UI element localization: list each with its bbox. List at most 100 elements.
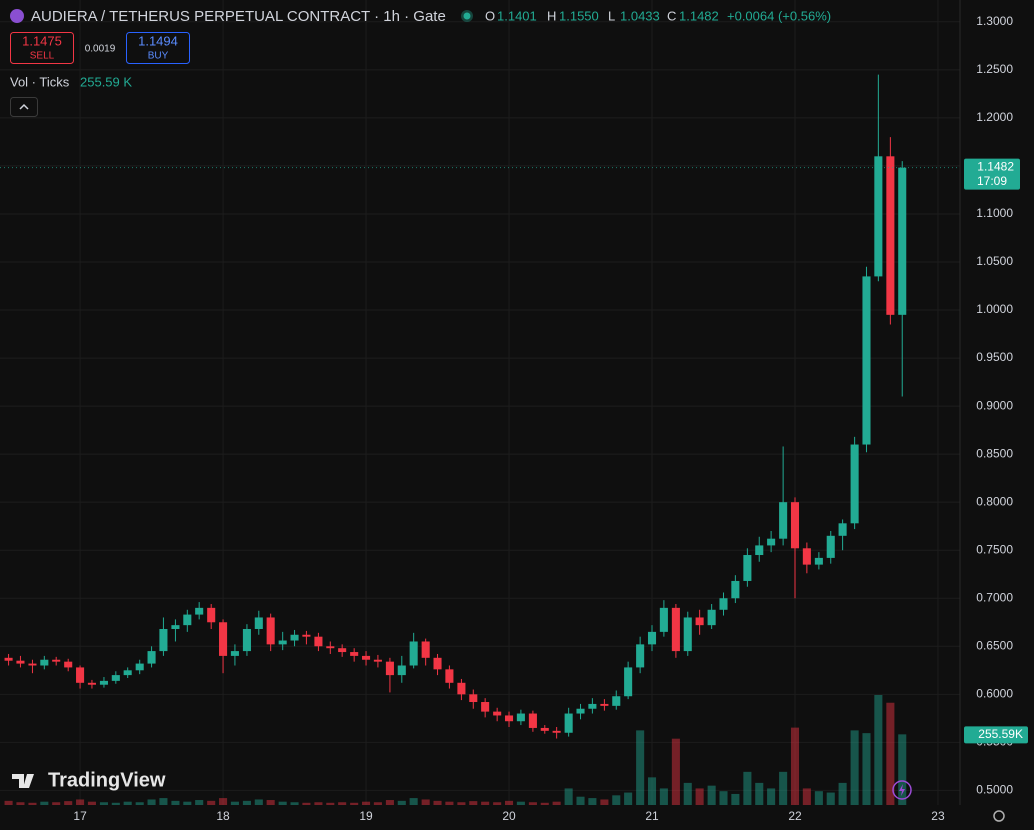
y-tick-label: 0.7500: [976, 542, 1013, 556]
volume-bar: [76, 799, 85, 805]
volume-bar: [421, 799, 430, 805]
candle-body: [171, 625, 180, 629]
volume-bar: [636, 730, 645, 805]
volume-bar: [707, 785, 716, 805]
y-tick-label: 0.8000: [976, 494, 1013, 508]
candle-body: [219, 622, 228, 656]
volume-bar: [195, 800, 204, 805]
x-tick-label: 22: [788, 809, 802, 823]
candle-body: [362, 655, 371, 660]
candle-body: [373, 659, 382, 662]
volume-bar: [898, 734, 907, 805]
volume-bar: [481, 801, 490, 805]
alert-icon: [899, 784, 905, 796]
volume-bar: [326, 802, 335, 805]
candle-body: [755, 545, 764, 556]
volume-tag-label: 255.59K: [978, 727, 1023, 741]
volume-tag: [964, 726, 1028, 744]
x-tick-label: 18: [216, 809, 230, 823]
ohlc-label: O: [485, 8, 495, 23]
ohlc-label: C: [667, 8, 676, 23]
candle-body: [254, 617, 263, 629]
candle-body: [135, 663, 144, 671]
candle-body: [242, 628, 251, 652]
volume-bar: [802, 788, 811, 805]
volume-bar: [230, 801, 239, 805]
candle-body: [111, 675, 120, 681]
volume-bar: [183, 801, 192, 805]
volume-bar: [445, 801, 454, 805]
volume-bar: [290, 802, 299, 805]
candle-body: [28, 663, 37, 666]
volume-bar: [743, 771, 752, 805]
sell-button[interactable]: [10, 32, 74, 64]
x-tick-label: 17: [73, 809, 87, 823]
candle-body: [636, 644, 645, 668]
volume-layer: [4, 695, 907, 805]
status-dot: [463, 12, 471, 20]
volume-bar: [886, 702, 895, 805]
y-tick-label: 0.9000: [976, 398, 1013, 412]
candle-body: [183, 614, 192, 626]
settings-button[interactable]: [993, 810, 1005, 822]
ohlc-label: L: [608, 8, 615, 23]
volume-bar: [731, 793, 740, 805]
volume-bar: [123, 801, 132, 805]
volume-bar: [564, 788, 573, 805]
volume-bar: [64, 801, 73, 805]
y-tick-label: 0.6500: [976, 638, 1013, 652]
ohlc-change: +0.0064 (+0.56%): [727, 8, 831, 23]
candle-body: [838, 523, 847, 536]
candle-body: [350, 652, 359, 656]
candle-body: [469, 694, 478, 703]
volume-bar: [850, 730, 859, 805]
y-tick-label: 1.0000: [976, 302, 1013, 316]
alert-button[interactable]: [892, 780, 912, 800]
volume-bar: [99, 802, 108, 805]
candle-body: [76, 667, 85, 683]
y-tick-label: 1.0500: [976, 254, 1013, 268]
collapse-icon: [19, 103, 29, 110]
volume-bar: [302, 802, 311, 805]
price-tag: [964, 158, 1020, 190]
volume-bar: [576, 796, 585, 805]
candle-body: [302, 634, 311, 637]
candle-body: [409, 641, 418, 666]
volume-bar: [409, 798, 418, 805]
collapse-button[interactable]: [10, 97, 38, 117]
y-tick-label: 0.5000: [976, 783, 1013, 797]
indicator-name: Vol · Ticks: [10, 74, 70, 89]
candle-body: [147, 651, 156, 664]
symbol-title: AUDIERA / TETHERUS PERPETUAL CONTRACT · …: [31, 8, 446, 25]
candle-body: [99, 680, 108, 685]
candle-body: [719, 598, 728, 610]
buy-price: 1.1494: [138, 33, 178, 48]
y-tick-label: 0.9500: [976, 350, 1013, 364]
volume-bar: [516, 801, 525, 805]
candle-body: [850, 444, 859, 524]
volume-bar: [350, 802, 359, 805]
volume-bar: [373, 802, 382, 805]
candle-body: [326, 646, 335, 649]
volume-bar: [207, 800, 216, 805]
candle-body: [588, 703, 597, 709]
candle-body: [159, 628, 168, 652]
buy-button[interactable]: [126, 32, 190, 64]
candle-body: [600, 703, 609, 706]
volume-bar: [40, 801, 49, 805]
x-tick-label: 20: [502, 809, 516, 823]
candle-body: [862, 276, 871, 445]
volume-bar: [588, 798, 597, 805]
sell-price: 1.1475: [22, 33, 62, 48]
price-tag-label: 1.1482: [977, 159, 1014, 173]
candle-body: [779, 502, 788, 539]
volume-bar: [624, 792, 633, 805]
volume-bar: [719, 791, 728, 805]
logo-icon: [12, 774, 34, 788]
candle-body: [612, 696, 621, 706]
candle-body: [802, 548, 811, 565]
volume-bar: [612, 795, 621, 805]
volume-bar: [493, 802, 502, 805]
candle-body: [874, 156, 883, 277]
